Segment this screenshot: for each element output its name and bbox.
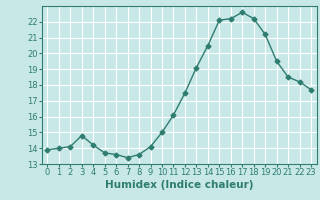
X-axis label: Humidex (Indice chaleur): Humidex (Indice chaleur) — [105, 180, 253, 190]
